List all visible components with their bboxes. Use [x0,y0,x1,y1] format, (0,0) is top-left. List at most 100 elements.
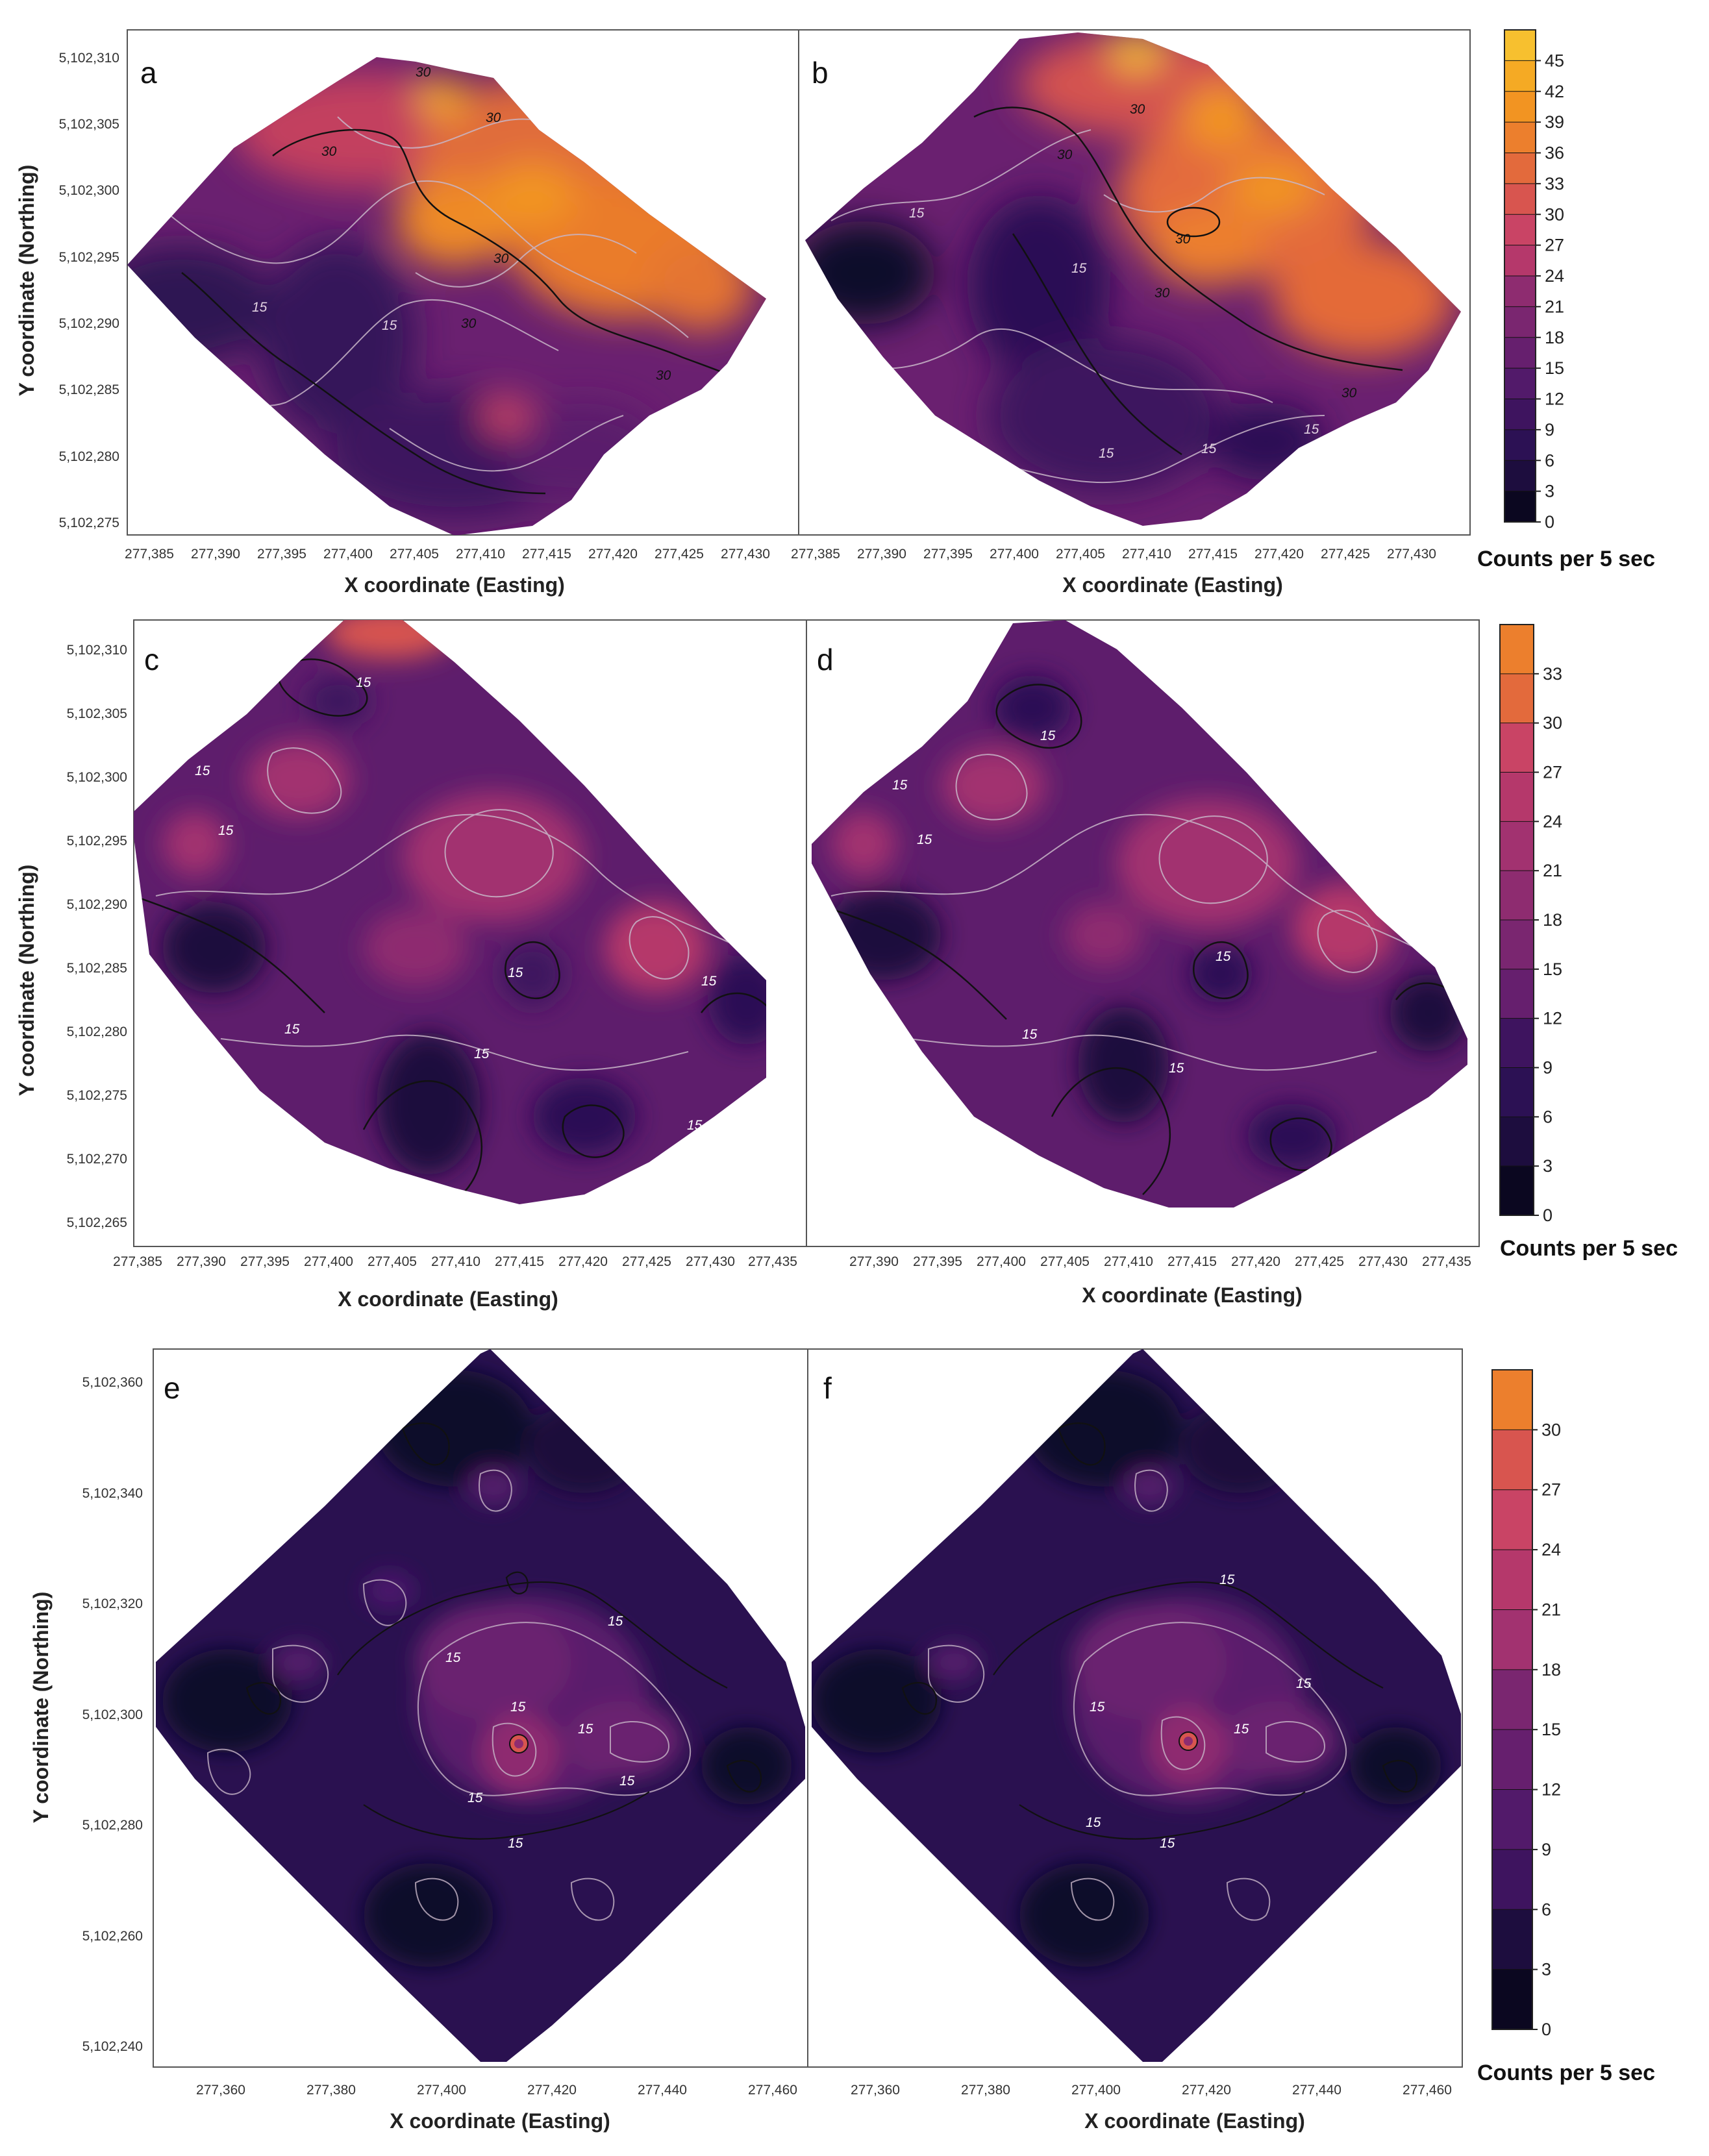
row-ab: Y coordinate (Northing) 5,102,310 5,102,… [15,29,1655,597]
contour-label: 15 [1090,1700,1105,1715]
panel-d-x-axis-title: X coordinate (Easting) [1082,1283,1303,1307]
panel-a: a 30 30 30 30 30 15 15 30 277,385 277,39… [125,29,799,597]
contour-label: 15 [284,1022,300,1037]
colorbar-tick-label: 15 [1541,1720,1561,1739]
colorbar-ef-title: Counts per 5 sec [1477,2061,1655,2085]
y-tick-label: 5,102,280 [67,1024,127,1039]
y-tick-label: 5,102,320 [82,1596,143,1611]
colorbar-swatch [1492,1609,1532,1670]
colorbar-ab-swatches [1504,30,1536,523]
x-tick-label: 277,430 [686,1254,735,1269]
row-cd-y-ticks: 5,102,310 5,102,305 5,102,300 5,102,295 … [67,643,127,1230]
colorbar-cd: 0 3 6 9 12 15 18 21 24 27 30 33 Counts per 5 sec [1499,624,1678,1261]
x-tick-label: 277,415 [1188,547,1238,562]
x-tick-label: 277,405 [390,547,439,562]
panel-b-x-ticks: 277,385 277,390 277,395 277,400 277,405 … [791,547,1436,562]
y-tick-label: 5,102,305 [59,117,119,132]
colorbar-tick-label: 42 [1545,82,1564,101]
y-tick-label: 5,102,290 [59,316,119,331]
colorbar-swatch [1492,1909,1532,1970]
colorbar-swatch [1504,60,1536,92]
contour-label: 30 [1057,147,1073,162]
x-tick-label: 277,400 [990,547,1039,562]
colorbar-tick-label: 6 [1541,1900,1551,1919]
colorbar-ef: 0 3 6 9 12 15 18 21 24 27 30 Counts per 5 sec [1477,1369,1655,2085]
contour-label: 15 [1169,1061,1184,1076]
x-tick-label: 277,460 [748,2083,797,2098]
contour-label: 15 [1099,446,1114,461]
contour-label: 30 [1130,102,1145,117]
colorbar-swatch [1492,1849,1532,1910]
colorbar-swatch [1492,1729,1532,1790]
x-tick-label: 277,420 [558,1254,608,1269]
colorbar-swatch [1504,368,1536,399]
contour-label: 15 [474,1047,490,1061]
contour-label: 15 [1216,949,1231,964]
x-tick-label: 277,410 [456,547,505,562]
contour-label: 15 [608,1614,623,1629]
contour-label: 15 [917,832,932,847]
colorbar-tick-label: 21 [1543,861,1562,880]
y-tick-label: 5,102,260 [82,1929,143,1944]
colorbar-swatch [1492,1550,1532,1610]
colorbar-tick-label: 12 [1543,1009,1562,1028]
row-ef: Y coordinate (Northing) 5,102,360 5,102,… [29,1348,1655,2133]
colorbar-tick-label: 15 [1543,960,1562,979]
x-tick-label: 277,440 [1292,2083,1341,2098]
colorbar-tick-label: 21 [1545,297,1564,316]
colorbar-tick-label: 18 [1543,910,1562,930]
contour-label: 30 [1154,286,1170,301]
colorbar-tick-label: 27 [1541,1480,1561,1500]
x-tick-label: 277,410 [431,1254,480,1269]
panel-f-x-axis-title: X coordinate (Easting) [1084,2109,1305,2133]
colorbar-swatch [1504,306,1536,338]
colorbar-cd-swatches [1500,625,1534,1216]
panel-d-x-ticks: 277,390 277,395 277,400 277,405 277,410 … [849,1254,1471,1269]
colorbar-swatch [1504,214,1536,246]
colorbar-tick-label: 30 [1545,204,1564,224]
x-tick-label: 277,420 [588,547,638,562]
x-tick-label: 277,420 [1182,2083,1231,2098]
colorbar-ef-swatches [1492,1370,1532,2030]
contour-label: 15 [909,206,925,221]
row-cd: Y coordinate (Northing) 5,102,310 5,102,… [15,619,1678,1311]
contour-label: 15 [1201,441,1217,456]
contour-label: 15 [1022,1027,1038,1042]
contour-label: 30 [656,368,671,383]
x-tick-label: 277,395 [923,547,973,562]
panel-d: d 15 15 15 15 15 15 15 15 277,390 277,39… [806,619,1480,1307]
x-tick-label: 277,440 [638,2083,687,2098]
colorbar-swatch [1504,91,1536,123]
x-tick-label: 277,390 [857,547,906,562]
x-tick-label: 277,400 [323,547,373,562]
colorbar-swatch [1492,1789,1532,1850]
colorbar-swatch [1500,920,1534,970]
panel-b-letter: b [812,56,829,90]
contour-label: 30 [1175,232,1191,247]
colorbar-ef-ticks: 0 3 6 9 12 15 18 21 24 27 30 [1532,1420,1561,2039]
x-tick-label: 277,405 [1040,1254,1090,1269]
x-tick-label: 277,420 [1254,547,1304,562]
panel-a-letter: a [140,56,157,90]
x-tick-label: 277,390 [191,547,240,562]
contour-label: 15 [1296,1676,1312,1691]
colorbar-swatch [1500,1166,1534,1216]
contour-label: 15 [892,778,908,793]
panel-a-contour-labels: 30 30 30 30 30 15 15 30 [252,65,671,383]
colorbar-tick-label: 9 [1543,1058,1553,1078]
row-ef-y-axis-title: Y coordinate (Northing) [29,1592,53,1824]
y-tick-label: 5,102,300 [82,1707,143,1722]
row-ab-y-axis-title: Y coordinate (Northing) [15,165,38,397]
colorbar-swatch [1500,821,1534,871]
x-tick-label: 277,425 [1321,547,1370,562]
colorbar-tick-label: 27 [1543,763,1562,782]
x-tick-label: 277,435 [748,1254,797,1269]
colorbar-tick-label: 0 [1541,2020,1551,2039]
colorbar-swatch [1492,1370,1532,1430]
contour-label: 15 [508,1836,523,1851]
x-tick-label: 277,380 [306,2083,356,2098]
y-tick-label: 5,102,295 [59,250,119,265]
panel-e: e 15 15 15 15 15 15 15 277,360 277,380 2… [153,1348,808,2133]
colorbar-swatch [1504,460,1536,492]
